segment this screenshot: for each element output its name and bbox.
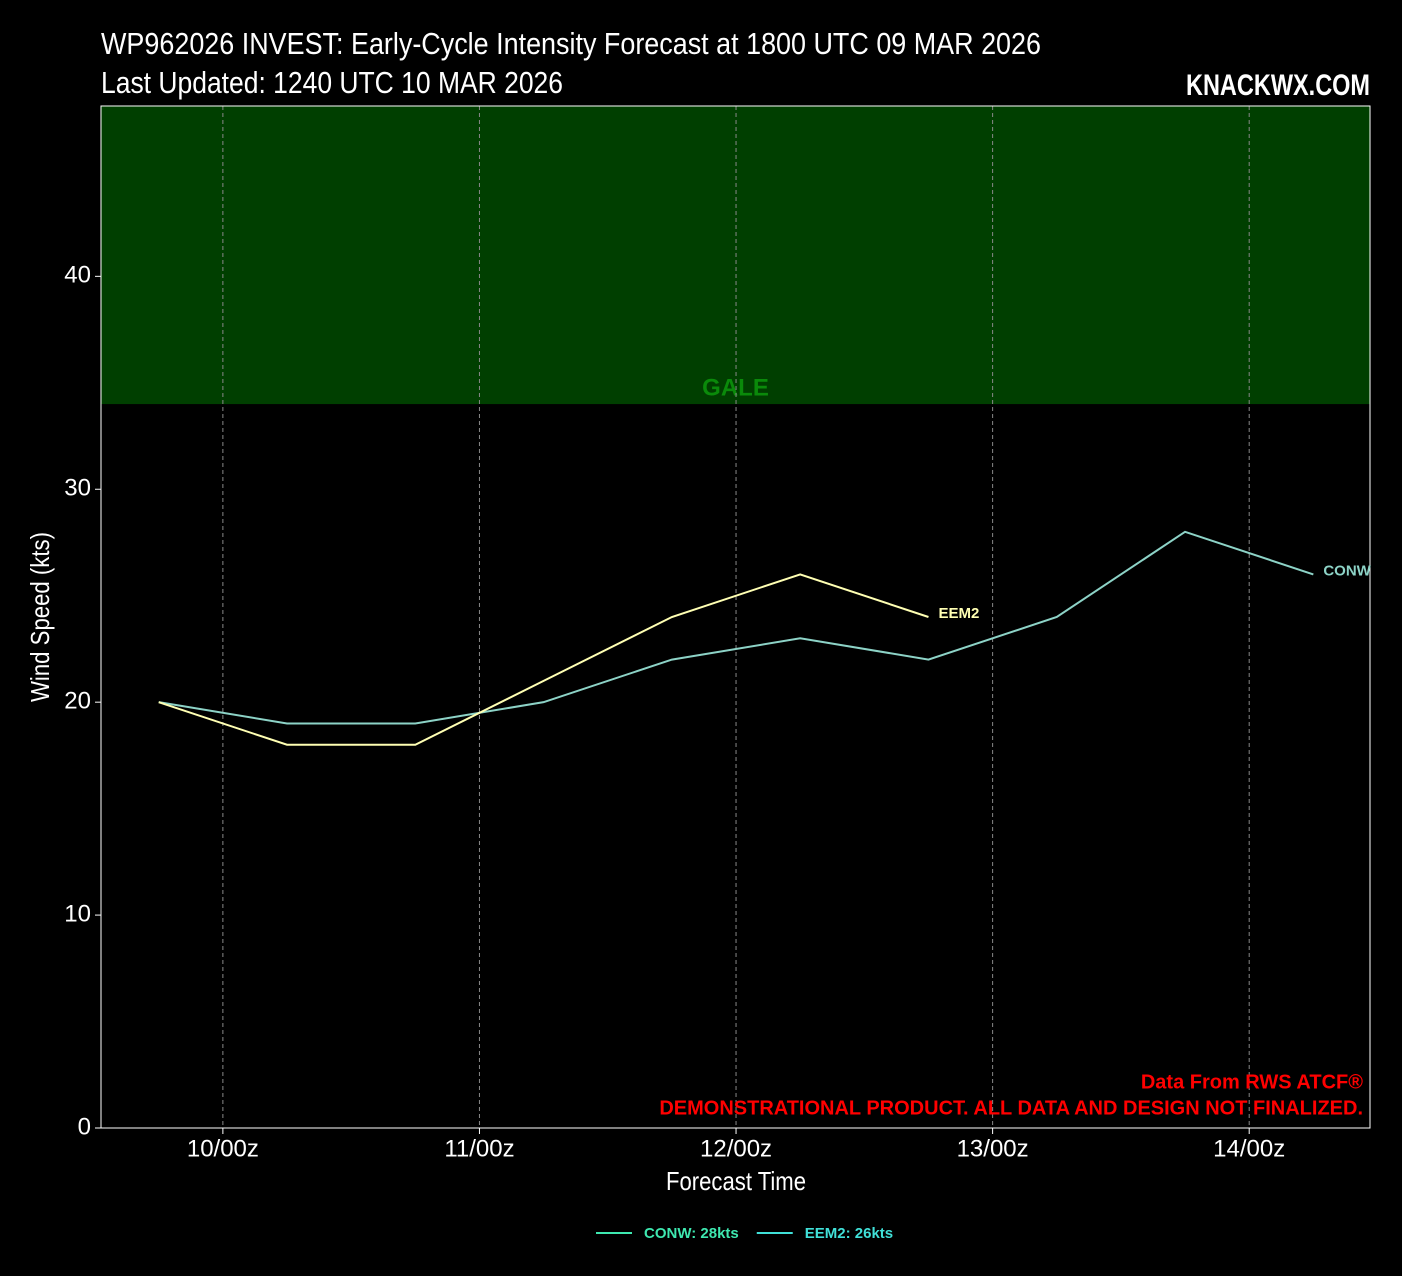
series-line <box>158 530 1314 725</box>
y-tick-label: 0 <box>78 1113 91 1140</box>
legend-label: EEM2: 26kts <box>805 1225 893 1242</box>
y-tick-label: 20 <box>64 688 91 715</box>
y-tick-label: 10 <box>64 900 91 927</box>
annotation: Data From RWS ATCF® <box>1141 1071 1363 1093</box>
series-end-label: CONW <box>1323 562 1371 579</box>
y-axis-label: Wind Speed (kts) <box>25 532 55 702</box>
watermark: KNACKWX.COM <box>1186 69 1370 102</box>
x-tick-label: 11/00z <box>444 1135 514 1162</box>
x-tick-label: 14/00z <box>1213 1135 1285 1162</box>
legend-label: CONW: 28kts <box>644 1225 739 1242</box>
series-line <box>158 573 929 746</box>
chart-title: WP962026 INVEST: Early-Cycle Intensity F… <box>101 26 1041 61</box>
chart-subtitle: Last Updated: 1240 UTC 10 MAR 2026 <box>101 65 563 100</box>
x-axis-label: Forecast Time <box>666 1166 806 1196</box>
x-tick-label: 10/00z <box>187 1135 259 1162</box>
x-tick-label: 12/00z <box>700 1135 772 1162</box>
x-tick-label: 13/00z <box>957 1135 1029 1162</box>
annotation: DEMONSTRATIONAL PRODUCT. ALL DATA AND DE… <box>659 1097 1363 1119</box>
band-label: GALE <box>702 374 769 401</box>
plot-frame <box>100 105 1371 1129</box>
y-tick-label: 30 <box>64 475 91 502</box>
series-end-label: EEM2 <box>938 605 979 622</box>
y-tick-label: 40 <box>64 262 91 289</box>
gale-band <box>101 106 1370 405</box>
